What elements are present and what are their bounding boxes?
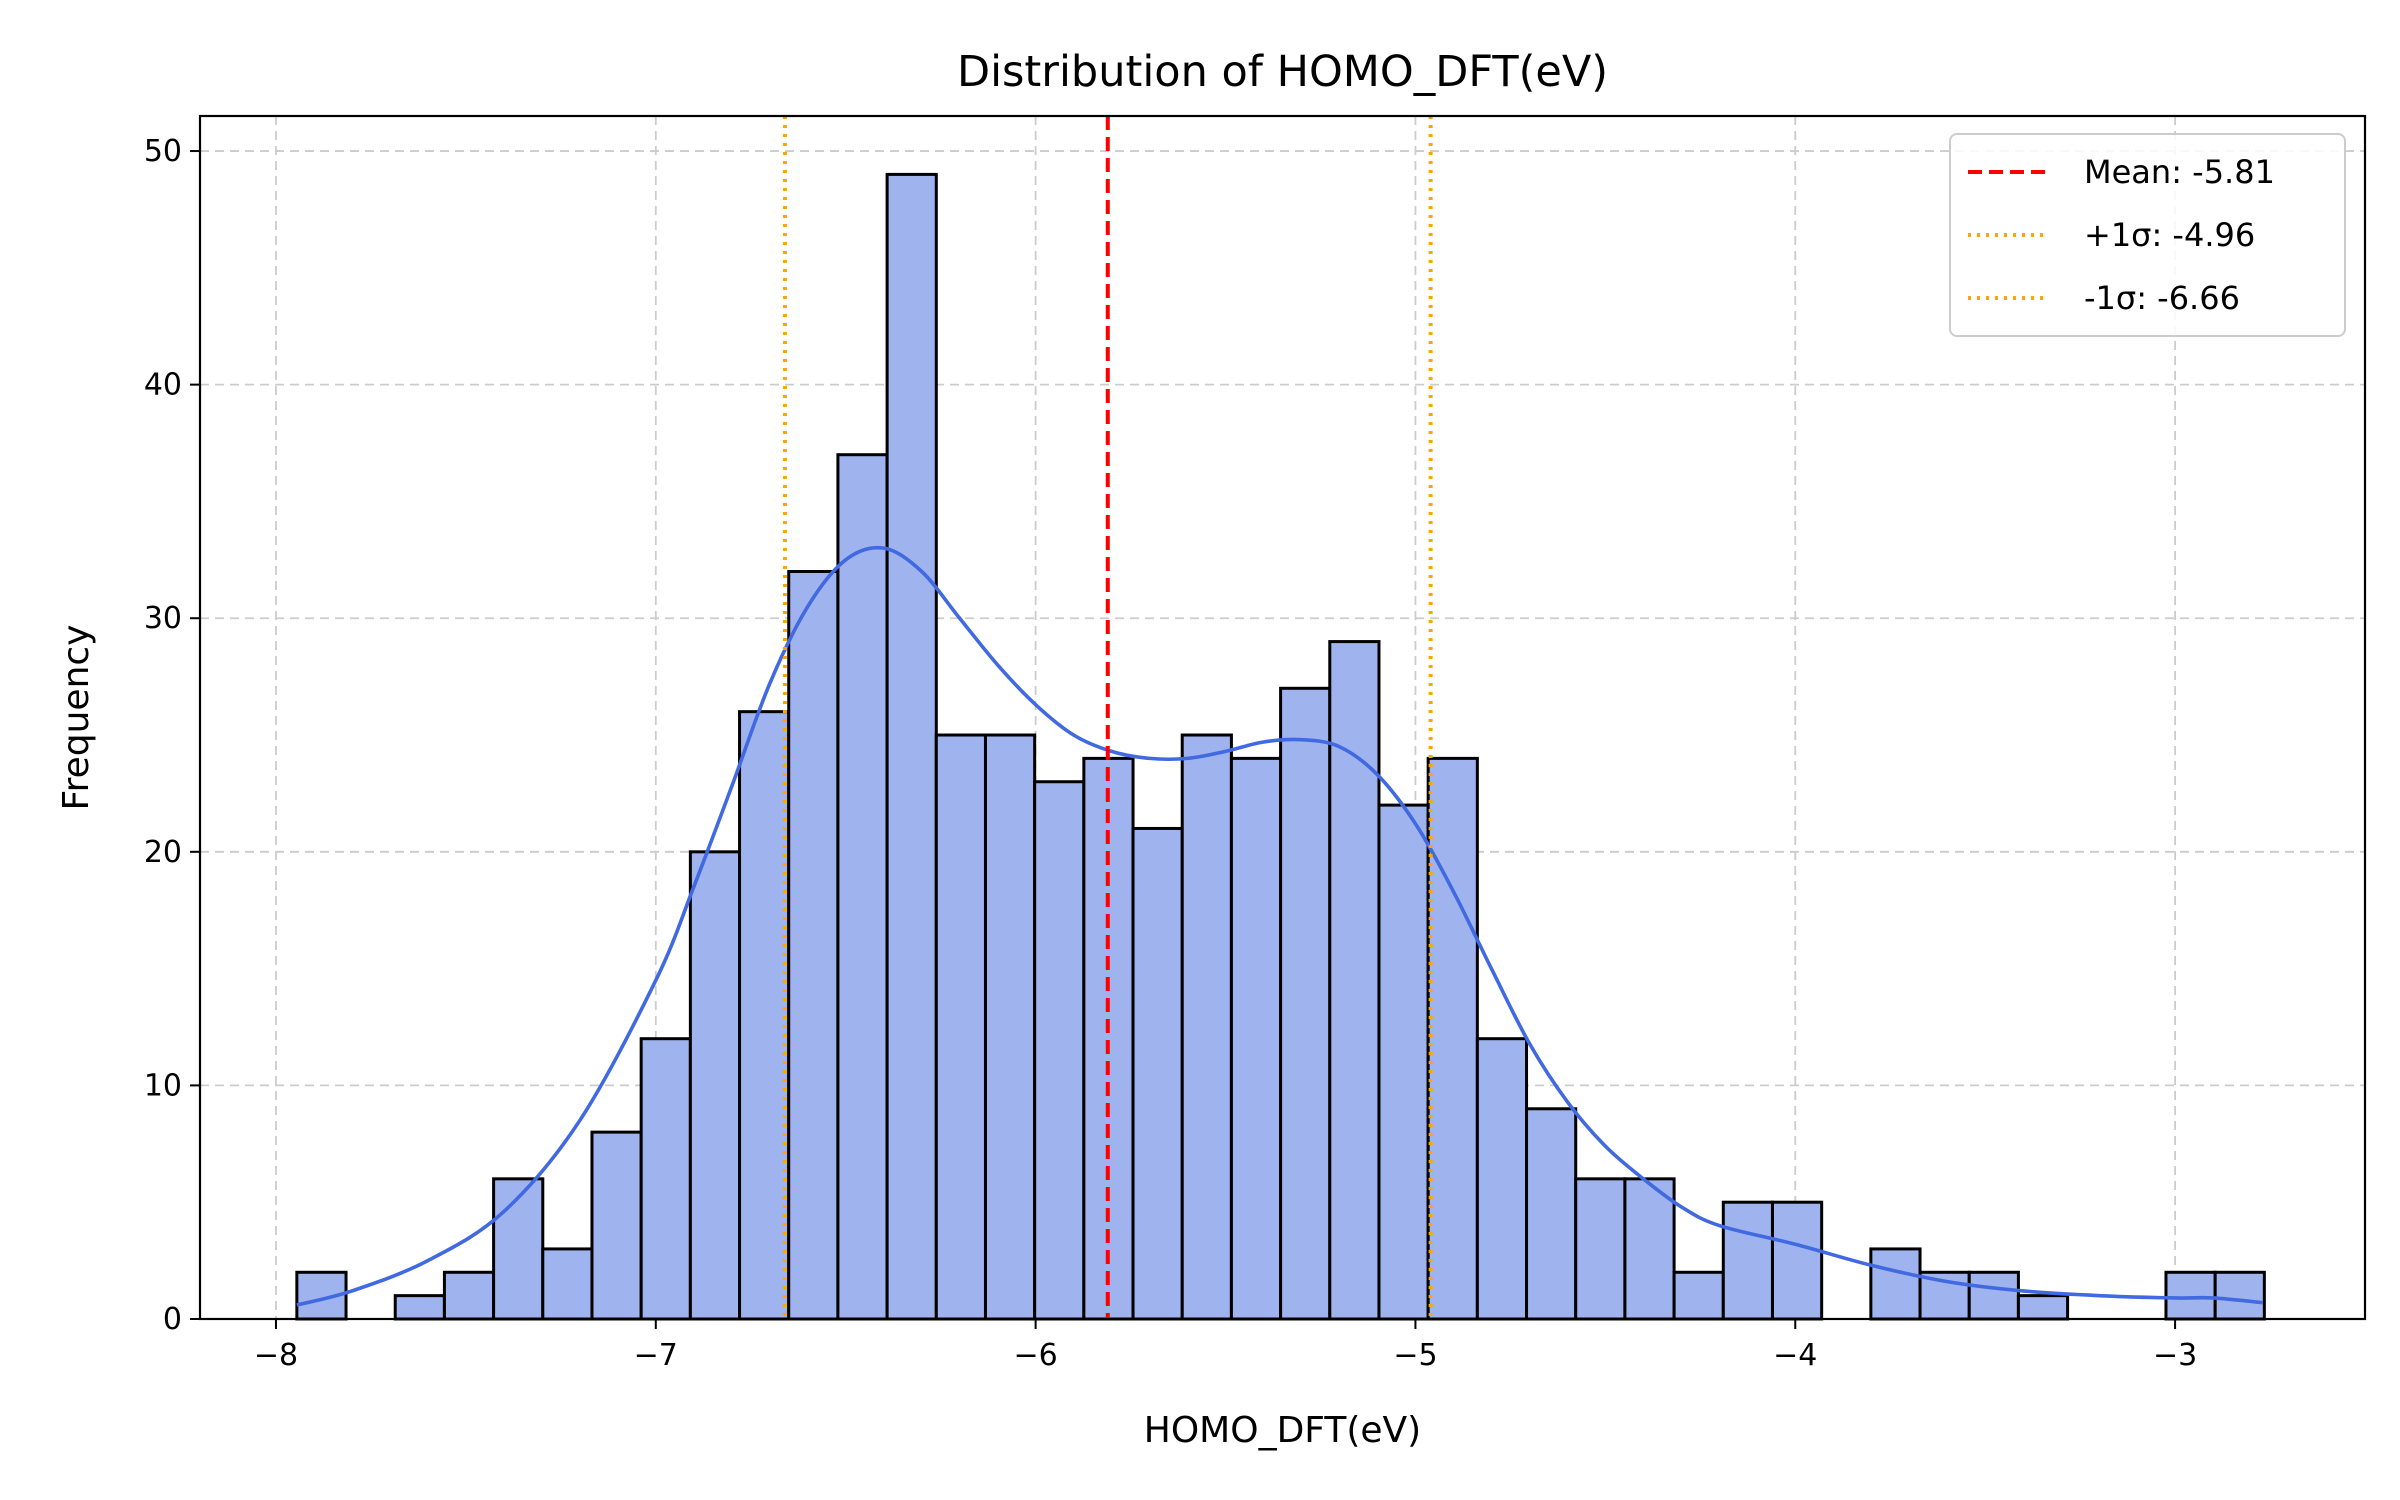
- histogram-bar: [393, 1294, 446, 1321]
- histogram-bar: [1328, 640, 1381, 1321]
- histogram-bar: [1869, 1247, 1922, 1321]
- histogram-bar: [541, 1247, 594, 1321]
- histogram-bar: [1721, 1200, 1774, 1321]
- histogram-bar: [1229, 756, 1283, 1321]
- histogram-bar: [1033, 780, 1086, 1321]
- y-tick-label: 0: [163, 1302, 182, 1337]
- y-tick-label: 50: [144, 134, 182, 169]
- x-tick-label: −6: [1013, 1338, 1057, 1373]
- histogram-bar: [787, 570, 840, 1321]
- histogram-bar: [1180, 733, 1233, 1321]
- x-tick-label: −7: [634, 1338, 678, 1373]
- histogram-bar: [1475, 1037, 1529, 1321]
- kde-curve: [296, 545, 2263, 1307]
- reference-lines: [782, 116, 1433, 1319]
- histogram-bar: [1131, 826, 1184, 1321]
- legend: Mean: -5.81 +1σ: -4.96 -1σ: -6.66: [1949, 133, 2346, 337]
- histogram-bar: [688, 850, 742, 1321]
- histogram-bar: [738, 710, 791, 1321]
- x-axis-label: HOMO_DFT(eV): [1144, 1410, 1421, 1451]
- legend-label: +1σ: -4.96: [2084, 216, 2255, 254]
- y-tick-label: 40: [144, 368, 182, 403]
- axis-ticks: −8 −7 −6 −5 −4 −3 0 10 20 30 40 50: [144, 134, 2197, 1373]
- legend-box: [1949, 133, 2346, 337]
- histogram-bar: [2164, 1270, 2217, 1321]
- chart-title: Distribution of HOMO_DFT(eV): [957, 47, 1608, 97]
- histogram-bar: [1967, 1270, 2020, 1321]
- legend-label: Mean: -5.81: [2084, 153, 2275, 191]
- x-tick-label: −3: [2153, 1338, 2197, 1373]
- histogram-bar: [934, 733, 987, 1321]
- y-tick-label: 10: [144, 1068, 182, 1103]
- x-tick-label: −4: [1773, 1338, 1817, 1373]
- histogram-bar: [1279, 686, 1332, 1321]
- histogram-bar: [1525, 1107, 1578, 1321]
- histogram-bar: [442, 1270, 496, 1321]
- histogram-bar: [2016, 1294, 2070, 1321]
- x-tick-label: −5: [1393, 1338, 1437, 1373]
- histogram-bar: [2213, 1270, 2266, 1321]
- histogram-bar: [639, 1037, 692, 1321]
- x-tick-label: −8: [254, 1338, 298, 1373]
- histogram-bar: [1426, 756, 1479, 1321]
- y-tick-label: 20: [144, 835, 182, 870]
- y-tick-label: 30: [144, 601, 182, 636]
- histogram-bar: [1623, 1177, 1676, 1321]
- y-axis-label: Frequency: [56, 625, 97, 811]
- histogram-bar: [1770, 1200, 1824, 1321]
- histogram-bars: [295, 172, 2266, 1321]
- histogram-bar: [1574, 1177, 1627, 1321]
- legend-label: -1σ: -6.66: [2084, 279, 2240, 317]
- histogram-bar: [983, 733, 1037, 1321]
- histogram-bar: [590, 1130, 643, 1321]
- histogram-bar: [885, 172, 938, 1321]
- histogram-bar: [1672, 1270, 1725, 1321]
- histogram-bar: [1377, 803, 1430, 1321]
- histogram-bar: [836, 453, 889, 1321]
- plot-frame: [198, 114, 2367, 1321]
- kde-curve-layer: [296, 545, 2263, 1307]
